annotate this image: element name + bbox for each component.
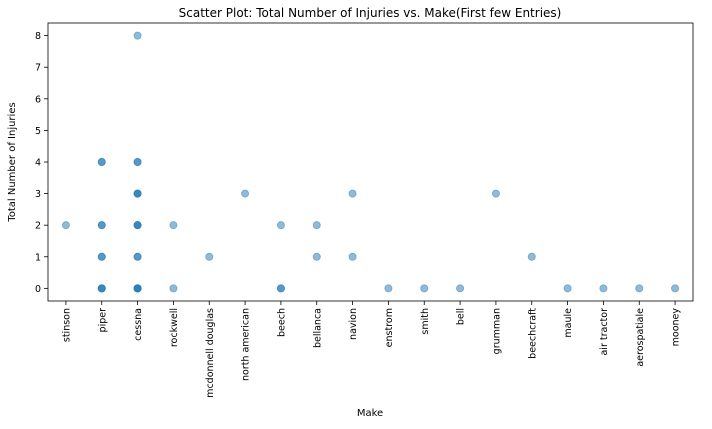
x-tick-label: bellanca <box>312 308 323 348</box>
data-point <box>312 221 321 230</box>
y-tick-label: 1 <box>35 252 41 263</box>
y-tick-label: 7 <box>35 63 41 74</box>
data-point <box>61 221 70 230</box>
x-tick-label: enstrom <box>384 308 395 347</box>
data-point <box>491 189 500 198</box>
data-point <box>599 284 608 293</box>
x-tick-label: beechcraft <box>527 308 538 359</box>
y-tick-label: 2 <box>35 221 41 232</box>
y-tick-label: 6 <box>35 94 41 105</box>
data-point <box>527 252 536 261</box>
data-point <box>169 284 178 293</box>
y-tick-label: 0 <box>35 284 41 295</box>
x-tick-label: north american <box>241 308 252 381</box>
data-point <box>133 252 142 261</box>
data-point <box>133 284 142 293</box>
x-tick-label: aerospatiale <box>635 308 646 367</box>
y-tick-label: 4 <box>35 158 41 169</box>
data-point <box>671 284 680 293</box>
x-tick-label: mcdonnell douglas <box>205 308 216 398</box>
x-tick-label: cessna <box>133 308 144 341</box>
x-tick-label: mooney <box>671 308 682 347</box>
y-tick-label: 3 <box>35 189 41 200</box>
data-point <box>276 284 285 293</box>
x-axis-label: Make <box>357 408 383 419</box>
x-axis: stinson piper cessna rockwell mcdonnell doug… <box>61 301 682 398</box>
x-tick-label: air tractor <box>599 308 610 356</box>
x-tick-label: navion <box>348 308 359 340</box>
data-point <box>133 31 142 40</box>
data-point <box>635 284 644 293</box>
data-point <box>133 221 142 230</box>
data-point <box>97 221 106 230</box>
x-tick-label: smith <box>420 308 431 335</box>
x-tick-label: beech <box>276 308 287 337</box>
y-axis-label: Total Number of Injuries <box>7 102 18 222</box>
chart-title: Scatter Plot: Total Number of Injuries v… <box>179 6 562 20</box>
data-point <box>312 252 321 261</box>
data-point <box>241 189 250 198</box>
y-axis: 0 1 2 3 4 5 6 7 8 <box>35 31 48 295</box>
data-point <box>133 189 142 198</box>
x-tick-label: piper <box>97 308 108 333</box>
x-tick-label: maule <box>563 308 574 338</box>
data-point <box>205 252 214 261</box>
data-point <box>348 189 357 198</box>
data-point <box>97 157 106 166</box>
plot-frame <box>47 22 694 302</box>
x-tick-label: stinson <box>61 308 72 342</box>
data-point <box>133 157 142 166</box>
data-point <box>456 284 465 293</box>
data-point <box>563 284 572 293</box>
data-point <box>97 252 106 261</box>
y-tick-label: 8 <box>35 31 41 42</box>
data-points <box>61 31 680 293</box>
data-point <box>348 252 357 261</box>
data-point <box>420 284 429 293</box>
data-point <box>384 284 393 293</box>
x-tick-label: rockwell <box>169 308 180 347</box>
y-tick-label: 5 <box>35 126 41 137</box>
x-tick-label: grumman <box>491 308 502 354</box>
data-point <box>169 221 178 230</box>
data-point <box>97 284 106 293</box>
data-point <box>276 221 285 230</box>
x-tick-label: bell <box>456 308 467 325</box>
